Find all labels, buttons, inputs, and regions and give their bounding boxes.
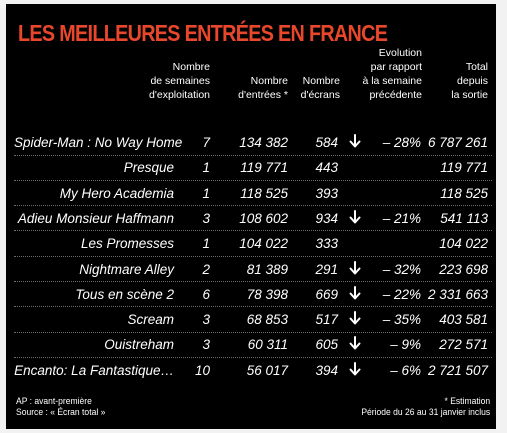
evolution-percent: – 21% — [382, 210, 421, 226]
row-divider — [14, 331, 492, 333]
film-title: My Hero Academia — [59, 185, 174, 201]
header-evolution: Evolution par rapport à la semaine précé… — [362, 47, 422, 101]
evolution-percent: – 9% — [390, 337, 421, 353]
row-divider — [14, 281, 492, 282]
film-title: Ouistreham — [104, 337, 174, 353]
evolution-percent: – 6% — [390, 362, 421, 378]
entries-count: 56 017 — [246, 362, 288, 378]
row-divider — [14, 230, 492, 232]
screens-count: 333 — [315, 236, 338, 252]
table-row: Spider-Man : No Way Home 7 134 382 584 – 28%… — [6, 130, 496, 156]
screens-count: 605 — [315, 337, 338, 353]
footer-estimation-note: * Estimation — [444, 396, 490, 407]
weeks-count: 1 — [202, 185, 210, 201]
arrow-down-icon — [349, 311, 361, 325]
header-weeks: Nombre de semaines d'exploitation — [149, 61, 210, 101]
table-row: Presque 1 119 771 443 119 771 — [6, 155, 496, 181]
entries-count: 118 525 — [240, 185, 288, 201]
screens-count: 584 — [315, 135, 338, 150]
evolution-percent: – 22% — [382, 286, 421, 302]
film-title: Adieu Monsieur Haffmann — [17, 210, 174, 226]
screens-count: 394 — [315, 362, 338, 378]
arrow-down-icon — [349, 336, 361, 350]
entries-count: 60 311 — [247, 337, 288, 353]
footer-right: * Estimation Période du 26 au 31 janvier… — [361, 396, 490, 418]
film-title: Tous en scène 2 — [75, 286, 174, 302]
weeks-count: 3 — [202, 337, 210, 353]
table-row: Tous en scène 2 6 78 398 669 – 22% 2 331 663 — [6, 282, 496, 308]
arrow-down-icon — [349, 260, 361, 275]
film-title: Nightmare Alley — [79, 261, 174, 277]
screens-count: 393 — [315, 185, 338, 201]
footer-period: Période du 26 au 31 janvier inclus — [361, 407, 490, 418]
evolution-percent: – 32% — [382, 261, 421, 277]
film-title: Spider-Man : No Way Home — [14, 135, 183, 150]
entries-count: 78 398 — [246, 286, 288, 302]
table-row: Nightmare Alley 2 81 389 291 – 32% 223 698 — [6, 257, 496, 282]
evolution-percent: – 35% — [382, 312, 421, 328]
header-screens: Nombre d'écrans — [300, 75, 340, 101]
entries-count: 119 771 — [240, 160, 288, 176]
arrow-down-icon — [349, 209, 361, 224]
total-entries: 118 525 — [440, 185, 488, 201]
film-title: Encanto: La Fantastique… — [14, 362, 174, 378]
evolution-percent: – 28% — [382, 135, 421, 150]
page-title: LES MEILLEURES ENTRÉES EN FRANCE — [18, 20, 388, 46]
entries-count: 104 022 — [239, 236, 288, 252]
weeks-count: 2 — [202, 261, 210, 277]
weeks-count: 3 — [202, 210, 210, 226]
total-entries: 2 721 507 — [427, 362, 488, 378]
entries-count: 68 853 — [246, 312, 288, 328]
screens-count: 669 — [315, 286, 338, 302]
table-row: My Hero Academia 1 118 525 393 118 525 — [6, 181, 496, 207]
weeks-count: 10 — [194, 362, 210, 378]
entries-count: 108 602 — [239, 210, 288, 226]
film-title: Presque — [123, 160, 174, 176]
box-office-panel: LES MEILLEURES ENTRÉES EN FRANCE Nombre … — [6, 4, 496, 429]
total-entries: 272 571 — [439, 337, 488, 353]
film-title: Les Promesses — [80, 236, 174, 252]
film-title: Scream — [127, 312, 174, 328]
screens-count: 443 — [315, 160, 338, 176]
weeks-count: 3 — [202, 312, 210, 328]
row-divider — [14, 154, 492, 156]
table-row: Adieu Monsieur Haffmann 3 108 602 934 – 21% 5… — [6, 206, 496, 232]
table-row: Les Promesses 1 104 022 333 104 022 — [6, 231, 496, 257]
entries-count: 81 389 — [246, 261, 288, 277]
table-row: Ouistreham 3 60 311 605 – 9% 272 571 — [6, 332, 496, 358]
footer-source: Source : « Écran total » — [16, 407, 106, 418]
total-entries: 403 581 — [439, 312, 488, 328]
table-row: Scream 3 68 853 517 – 35% 403 581 — [6, 307, 496, 333]
total-entries: 223 698 — [439, 261, 488, 277]
total-entries: 2 331 663 — [427, 286, 488, 302]
arrow-down-icon — [349, 285, 361, 300]
row-divider — [14, 306, 492, 308]
weeks-count: 1 — [202, 236, 210, 252]
row-divider — [14, 356, 492, 358]
arrow-down-icon — [349, 134, 361, 148]
table-row: Encanto: La Fantastique… 10 56 017 394 – 6% 2… — [6, 358, 496, 383]
total-entries: 541 113 — [440, 210, 488, 226]
total-entries: 119 771 — [440, 160, 488, 176]
screens-count: 291 — [315, 261, 338, 277]
row-divider — [14, 255, 492, 257]
header-total: Total depuis la sortie — [451, 61, 488, 101]
total-entries: 6 787 261 — [427, 135, 488, 150]
row-divider — [14, 179, 492, 181]
total-entries: 104 022 — [439, 236, 488, 252]
screens-count: 934 — [315, 210, 338, 226]
footer-ap-note: AP : avant-première — [16, 396, 92, 407]
weeks-count: 1 — [202, 160, 210, 176]
arrow-down-icon — [349, 361, 361, 376]
footer-left: AP : avant-première Source : « Écran tot… — [16, 396, 105, 418]
row-divider — [14, 205, 492, 207]
weeks-count: 7 — [202, 135, 210, 150]
weeks-count: 6 — [202, 286, 210, 302]
header-entries: Nombre d'entrées * — [238, 75, 288, 101]
screens-count: 517 — [315, 312, 338, 328]
entries-count: 134 382 — [239, 135, 288, 150]
